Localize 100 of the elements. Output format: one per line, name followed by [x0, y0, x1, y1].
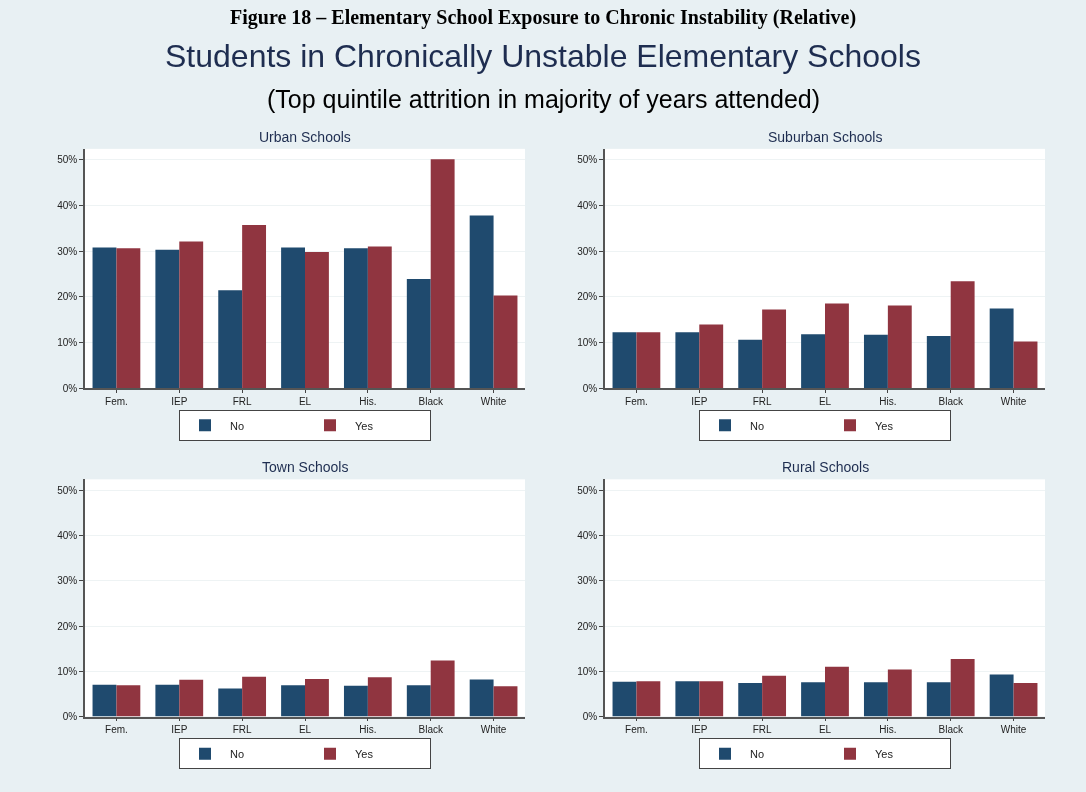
bar: [887, 305, 912, 389]
x-tick-label: IEP: [691, 395, 708, 407]
x-tick-label: EL: [818, 395, 832, 407]
y-tick-label: 10%: [57, 665, 78, 677]
bar: [343, 685, 368, 717]
x-tick-label: Black: [418, 395, 444, 407]
bar: [281, 685, 305, 717]
x-tick-label: EL: [818, 724, 832, 736]
bar: [738, 339, 763, 389]
y-tick-label: 40%: [57, 199, 78, 211]
bar: [762, 675, 787, 717]
x-tick-label: Fem.: [625, 724, 648, 736]
bar: [367, 677, 392, 717]
bar: [218, 688, 243, 717]
bar: [305, 678, 329, 717]
y-tick-label: 30%: [57, 245, 78, 257]
chart-title: Town Schools: [262, 459, 349, 475]
chart-title: Suburban Schools: [768, 129, 883, 145]
bar: [675, 681, 700, 717]
y-tick-label: 30%: [577, 245, 598, 257]
x-tick-label: FRL: [752, 395, 773, 407]
legend-label: Yes: [875, 419, 894, 432]
y-tick-label: 40%: [577, 199, 598, 211]
x-tick-label: FRL: [752, 724, 773, 736]
legend-label: No: [230, 748, 245, 761]
x-tick-label: EL: [298, 724, 312, 736]
bar: [762, 309, 787, 389]
bar: [493, 295, 518, 389]
legend-label: No: [750, 419, 765, 432]
bar: [926, 682, 951, 717]
bar: [242, 225, 267, 389]
x-tick-label: His.: [879, 395, 897, 407]
bar: [636, 332, 661, 389]
x-tick-label: Black: [938, 395, 964, 407]
bar: [1013, 683, 1038, 717]
x-tick-label: Fem.: [625, 395, 648, 407]
bar: [675, 332, 700, 389]
legend-label: Yes: [355, 419, 374, 432]
y-tick-label: 20%: [57, 620, 78, 632]
y-tick-label: 50%: [57, 154, 78, 166]
bar: [989, 308, 1014, 389]
x-tick-label: White: [480, 724, 507, 736]
x-tick-label: IEP: [171, 395, 188, 407]
y-tick-label: 0%: [62, 382, 78, 394]
bar: [636, 681, 661, 717]
y-tick-label: 20%: [577, 620, 598, 632]
chart-title: Urban Schools: [259, 129, 351, 145]
bar: [926, 336, 951, 389]
y-tick-label: 50%: [577, 484, 598, 496]
text: (Top quintile attrition in majority of years attended): [267, 85, 821, 113]
x-tick-label: FRL: [232, 724, 253, 736]
x-tick-label: Fem.: [105, 724, 128, 736]
legend-label: Yes: [875, 748, 894, 761]
y-tick-label: 10%: [57, 336, 78, 348]
y-tick-label: 0%: [582, 711, 598, 723]
bar: [738, 683, 763, 717]
bar: [863, 682, 888, 717]
x-tick-label: Black: [418, 724, 444, 736]
bar: [218, 290, 243, 389]
bar: [343, 248, 368, 389]
bar: [367, 246, 392, 389]
bar: [305, 252, 329, 389]
y-tick-label: 40%: [577, 529, 598, 541]
text: Students in Chronically Unstable Elementary Schools: [165, 38, 921, 74]
bar: [469, 679, 494, 717]
bar: [825, 303, 849, 389]
bar: [430, 660, 455, 717]
bar: [950, 659, 975, 717]
bar: [281, 247, 305, 389]
chart-title: Rural Schools: [782, 459, 870, 475]
y-tick-label: 30%: [577, 575, 598, 587]
y-tick-label: 0%: [582, 382, 598, 394]
bar: [469, 215, 494, 389]
bar: [179, 241, 204, 389]
y-tick-label: 20%: [57, 291, 78, 303]
bar: [406, 685, 431, 717]
bar: [155, 684, 180, 717]
bar: [1013, 341, 1038, 389]
bar: [950, 281, 975, 389]
x-tick-label: Fem.: [105, 395, 128, 407]
x-tick-label: White: [1000, 724, 1027, 736]
y-tick-label: 50%: [577, 154, 598, 166]
bar: [179, 679, 204, 717]
bar: [699, 324, 724, 389]
bar: [242, 676, 267, 717]
x-tick-label: EL: [298, 395, 312, 407]
bar: [887, 669, 912, 717]
bar: [801, 682, 825, 717]
bar: [430, 159, 455, 389]
x-tick-label: His.: [359, 395, 377, 407]
x-tick-label: IEP: [691, 724, 708, 736]
y-tick-label: 20%: [577, 291, 598, 303]
y-tick-label: 0%: [62, 711, 78, 723]
bar: [493, 686, 518, 717]
bar: [801, 334, 825, 389]
x-tick-label: His.: [879, 724, 897, 736]
bar: [699, 681, 724, 717]
bar: [825, 666, 849, 717]
legend-label: No: [750, 748, 765, 761]
bar: [92, 247, 117, 389]
